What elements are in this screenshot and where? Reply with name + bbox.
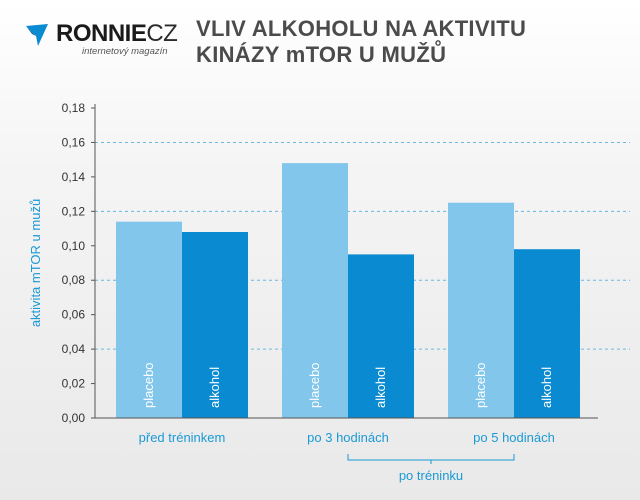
chart-title-line-1: VLIV ALKOHOLU NA AKTIVITU <box>196 16 527 41</box>
chart-labels: 0,00 0,02 0,04 0,06 0,08 0,10 0,12 0,14 0,16 0,18… <box>28 101 555 483</box>
axes <box>91 104 598 419</box>
y-tick-label-8: 0,16 <box>62 135 86 149</box>
group-bracket <box>347 454 515 464</box>
bar-alkohol-2 <box>514 249 580 418</box>
y-tick-label-9: 0,18 <box>62 101 86 115</box>
bar-label-placebo-0: placebo <box>141 362 156 408</box>
brand-tagline: internetový magazín <box>82 46 168 57</box>
bar-placebo-1 <box>282 163 348 418</box>
category-label-0: před tréninkem <box>139 430 226 445</box>
y-tick-label-1: 0,02 <box>62 377 86 391</box>
y-tick-label-6: 0,12 <box>62 204 86 218</box>
bar-label-alkohol-0: alkohol <box>207 367 222 408</box>
y-tick-label-3: 0,06 <box>62 308 86 322</box>
logo: RONNIECZ internetový magazín <box>24 18 184 68</box>
chart-title-line-2: KINÁZY mTOR U MUŽŮ <box>196 42 447 67</box>
y-tick-label-4: 0,08 <box>62 273 86 287</box>
category-label-2: po 5 hodinách <box>473 430 555 445</box>
y-tick-label-2: 0,04 <box>62 342 86 356</box>
bar-alkohol-1 <box>348 254 414 418</box>
brand-name-bold: RONNIE <box>56 20 147 47</box>
chart-title: VLIV ALKOHOLU NA AKTIVITU KINÁZY mTOR U … <box>196 16 626 68</box>
bars <box>116 163 580 418</box>
bar-label-alkohol-1: alkohol <box>373 367 388 408</box>
bar-label-placebo-1: placebo <box>307 362 322 408</box>
y-tick-label-0: 0,00 <box>62 411 86 425</box>
bar-label-placebo-2: placebo <box>473 362 488 408</box>
header: RONNIECZ internetový magazín VLIV ALKOHO… <box>0 0 640 80</box>
bar-placebo-0 <box>116 221 182 418</box>
category-label-1: po 3 hodinách <box>307 430 389 445</box>
y-tick-label-5: 0,10 <box>62 239 86 253</box>
brand-name-light: CZ <box>146 20 178 47</box>
logo-arrow-icon <box>26 24 48 46</box>
bar-placebo-2 <box>448 202 514 418</box>
bar-alkohol-0 <box>182 232 248 418</box>
y-tick-label-7: 0,14 <box>62 170 86 184</box>
y-axis-label: aktivita mTOR u mužů <box>28 199 43 327</box>
group-bracket-label: po tréninku <box>399 468 463 483</box>
brand-name: RONNIECZ <box>56 20 178 48</box>
bar-chart: 0,00 0,02 0,04 0,06 0,08 0,10 0,12 0,14 0,16 0,18… <box>28 101 630 483</box>
bar-label-alkohol-2: alkohol <box>539 367 554 408</box>
